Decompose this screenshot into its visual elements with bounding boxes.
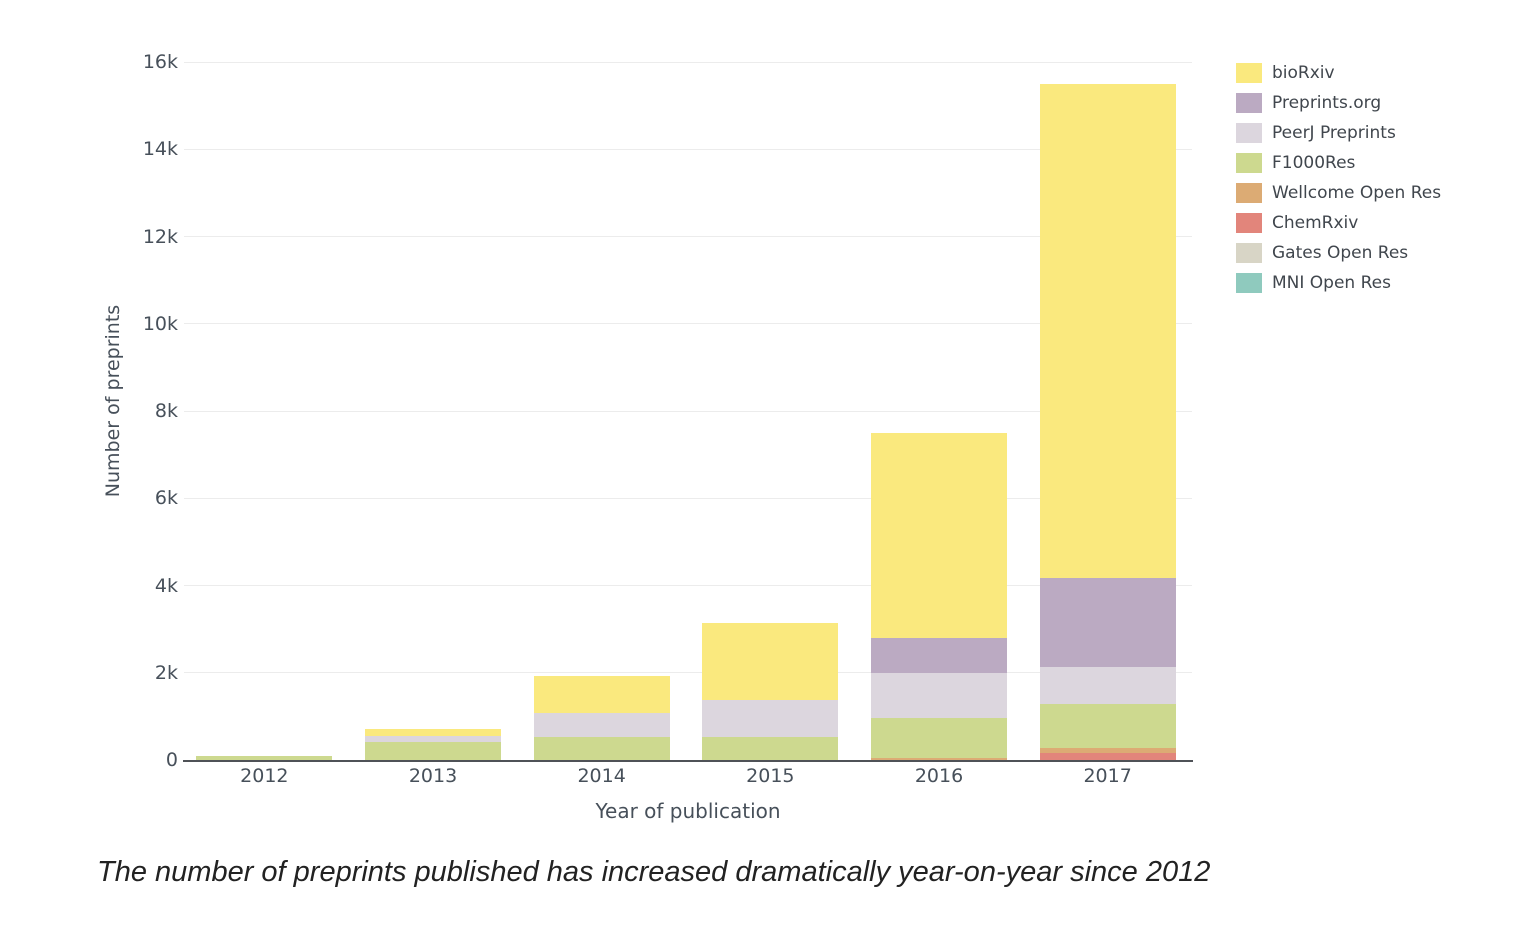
- bar-segment-2013-bioRxiv[interactable]: [365, 728, 501, 736]
- gridline-14k: [184, 148, 1192, 150]
- legend-item-Wellcome Open Res[interactable]: Wellcome Open Res: [1236, 178, 1441, 208]
- y-tick-label-14k: 14k: [142, 138, 178, 161]
- bar-segment-2012-F1000Res[interactable]: [196, 756, 333, 760]
- legend-label-F1000Res: F1000Res: [1272, 153, 1356, 173]
- y-tick-label-8k: 8k: [154, 400, 178, 422]
- bar-segment-2014-bioRxiv[interactable]: [533, 675, 670, 713]
- legend-swatch-ChemRxiv: [1236, 213, 1262, 233]
- gridline-6k: [184, 497, 1192, 499]
- y-tick-label-16k: 16k: [142, 51, 178, 73]
- legend-label-MNI Open Res: MNI Open Res: [1272, 273, 1391, 293]
- y-tick-label-2k: 2k: [154, 661, 178, 684]
- bar-segment-2013-PeerJ Preprints[interactable]: [365, 735, 501, 742]
- x-axis-title: Year of publication: [595, 799, 781, 823]
- bar-segment-2017-bioRxiv[interactable]: [1039, 83, 1176, 578]
- figure-caption: The number of preprints published has in…: [97, 856, 1211, 888]
- legend-swatch-Gates Open Res: [1236, 243, 1262, 263]
- legend-item-F1000Res[interactable]: F1000Res: [1236, 148, 1441, 178]
- y-tick-label-6k: 6k: [154, 487, 178, 510]
- bar-segment-2014-F1000Res[interactable]: [533, 736, 670, 760]
- gridline-4k: [184, 585, 1192, 586]
- x-tick-label-2015: 2015: [746, 765, 795, 787]
- x-tick-label-2017: 2017: [1083, 765, 1132, 787]
- gridline-8k: [184, 410, 1192, 412]
- y-tick-label-10k: 10k: [142, 312, 178, 335]
- legend-item-Gates Open Res[interactable]: Gates Open Res: [1236, 238, 1441, 268]
- bar-segment-2016-bioRxiv[interactable]: [871, 432, 1007, 638]
- gridline-2k: [184, 672, 1192, 674]
- bar-segment-2016-Wellcome Open Res[interactable]: [871, 757, 1007, 760]
- gridline-16k: [184, 61, 1192, 63]
- y-tick-label-0: 0: [165, 749, 178, 771]
- legend-item-bioRxiv[interactable]: bioRxiv: [1236, 58, 1441, 88]
- legend-swatch-PeerJ Preprints: [1236, 123, 1262, 143]
- bar-segment-2016-F1000Res[interactable]: [871, 717, 1007, 758]
- x-tick-label-2012: 2012: [240, 765, 289, 787]
- bar-segment-2017-Wellcome Open Res[interactable]: [1039, 747, 1176, 754]
- legend-label-Wellcome Open Res: Wellcome Open Res: [1272, 183, 1442, 203]
- bar-segment-2013-F1000Res[interactable]: [365, 741, 501, 760]
- legend-swatch-Preprints.org: [1236, 93, 1262, 113]
- legend-label-Gates Open Res: Gates Open Res: [1272, 243, 1409, 263]
- x-tick-label-2013: 2013: [408, 765, 458, 787]
- legend-swatch-F1000Res: [1236, 153, 1262, 173]
- bar-segment-2014-PeerJ Preprints[interactable]: [533, 712, 670, 737]
- bar-segment-2016-PeerJ Preprints[interactable]: [871, 672, 1007, 718]
- x-axis-line: [183, 760, 1193, 762]
- legend-item-MNI Open Res[interactable]: MNI Open Res: [1236, 268, 1441, 298]
- legend: bioRxiv Preprints.org PeerJ Preprints F1000…: [1236, 58, 1441, 298]
- legend-item-Preprints.org[interactable]: Preprints.org: [1236, 88, 1441, 118]
- y-tick-label-4k: 4k: [154, 574, 178, 597]
- bar-segment-2015-bioRxiv[interactable]: [702, 623, 839, 700]
- gridline-12k: [184, 236, 1192, 237]
- y-tick-label-12k: 12k: [142, 225, 178, 248]
- x-tick-label-2016: 2016: [914, 765, 964, 787]
- bar-segment-2016-Preprints.org[interactable]: [871, 637, 1007, 673]
- gridline-10k: [184, 323, 1192, 325]
- legend-label-bioRxiv: bioRxiv: [1272, 63, 1335, 83]
- bar-segment-2015-F1000Res[interactable]: [702, 736, 839, 760]
- legend-swatch-Wellcome Open Res: [1236, 183, 1262, 203]
- legend-item-PeerJ Preprints[interactable]: PeerJ Preprints: [1236, 118, 1441, 148]
- legend-swatch-bioRxiv: [1236, 63, 1262, 83]
- legend-item-ChemRxiv[interactable]: ChemRxiv: [1236, 208, 1441, 238]
- bar-segment-2017-F1000Res[interactable]: [1039, 703, 1176, 748]
- bar-segment-2017-Preprints.org[interactable]: [1039, 577, 1176, 667]
- legend-swatch-MNI Open Res: [1236, 273, 1262, 293]
- bar-segment-2015-PeerJ Preprints[interactable]: [702, 699, 839, 737]
- bar-segment-2017-PeerJ Preprints[interactable]: [1039, 666, 1176, 704]
- legend-label-PeerJ Preprints: PeerJ Preprints: [1272, 123, 1396, 143]
- x-tick-label-2014: 2014: [577, 765, 626, 787]
- legend-label-ChemRxiv: ChemRxiv: [1272, 213, 1359, 233]
- bar-segment-2017-ChemRxiv[interactable]: [1039, 753, 1176, 760]
- y-axis-title: Number of preprints: [102, 304, 124, 498]
- legend-label-Preprints.org: Preprints.org: [1272, 93, 1382, 113]
